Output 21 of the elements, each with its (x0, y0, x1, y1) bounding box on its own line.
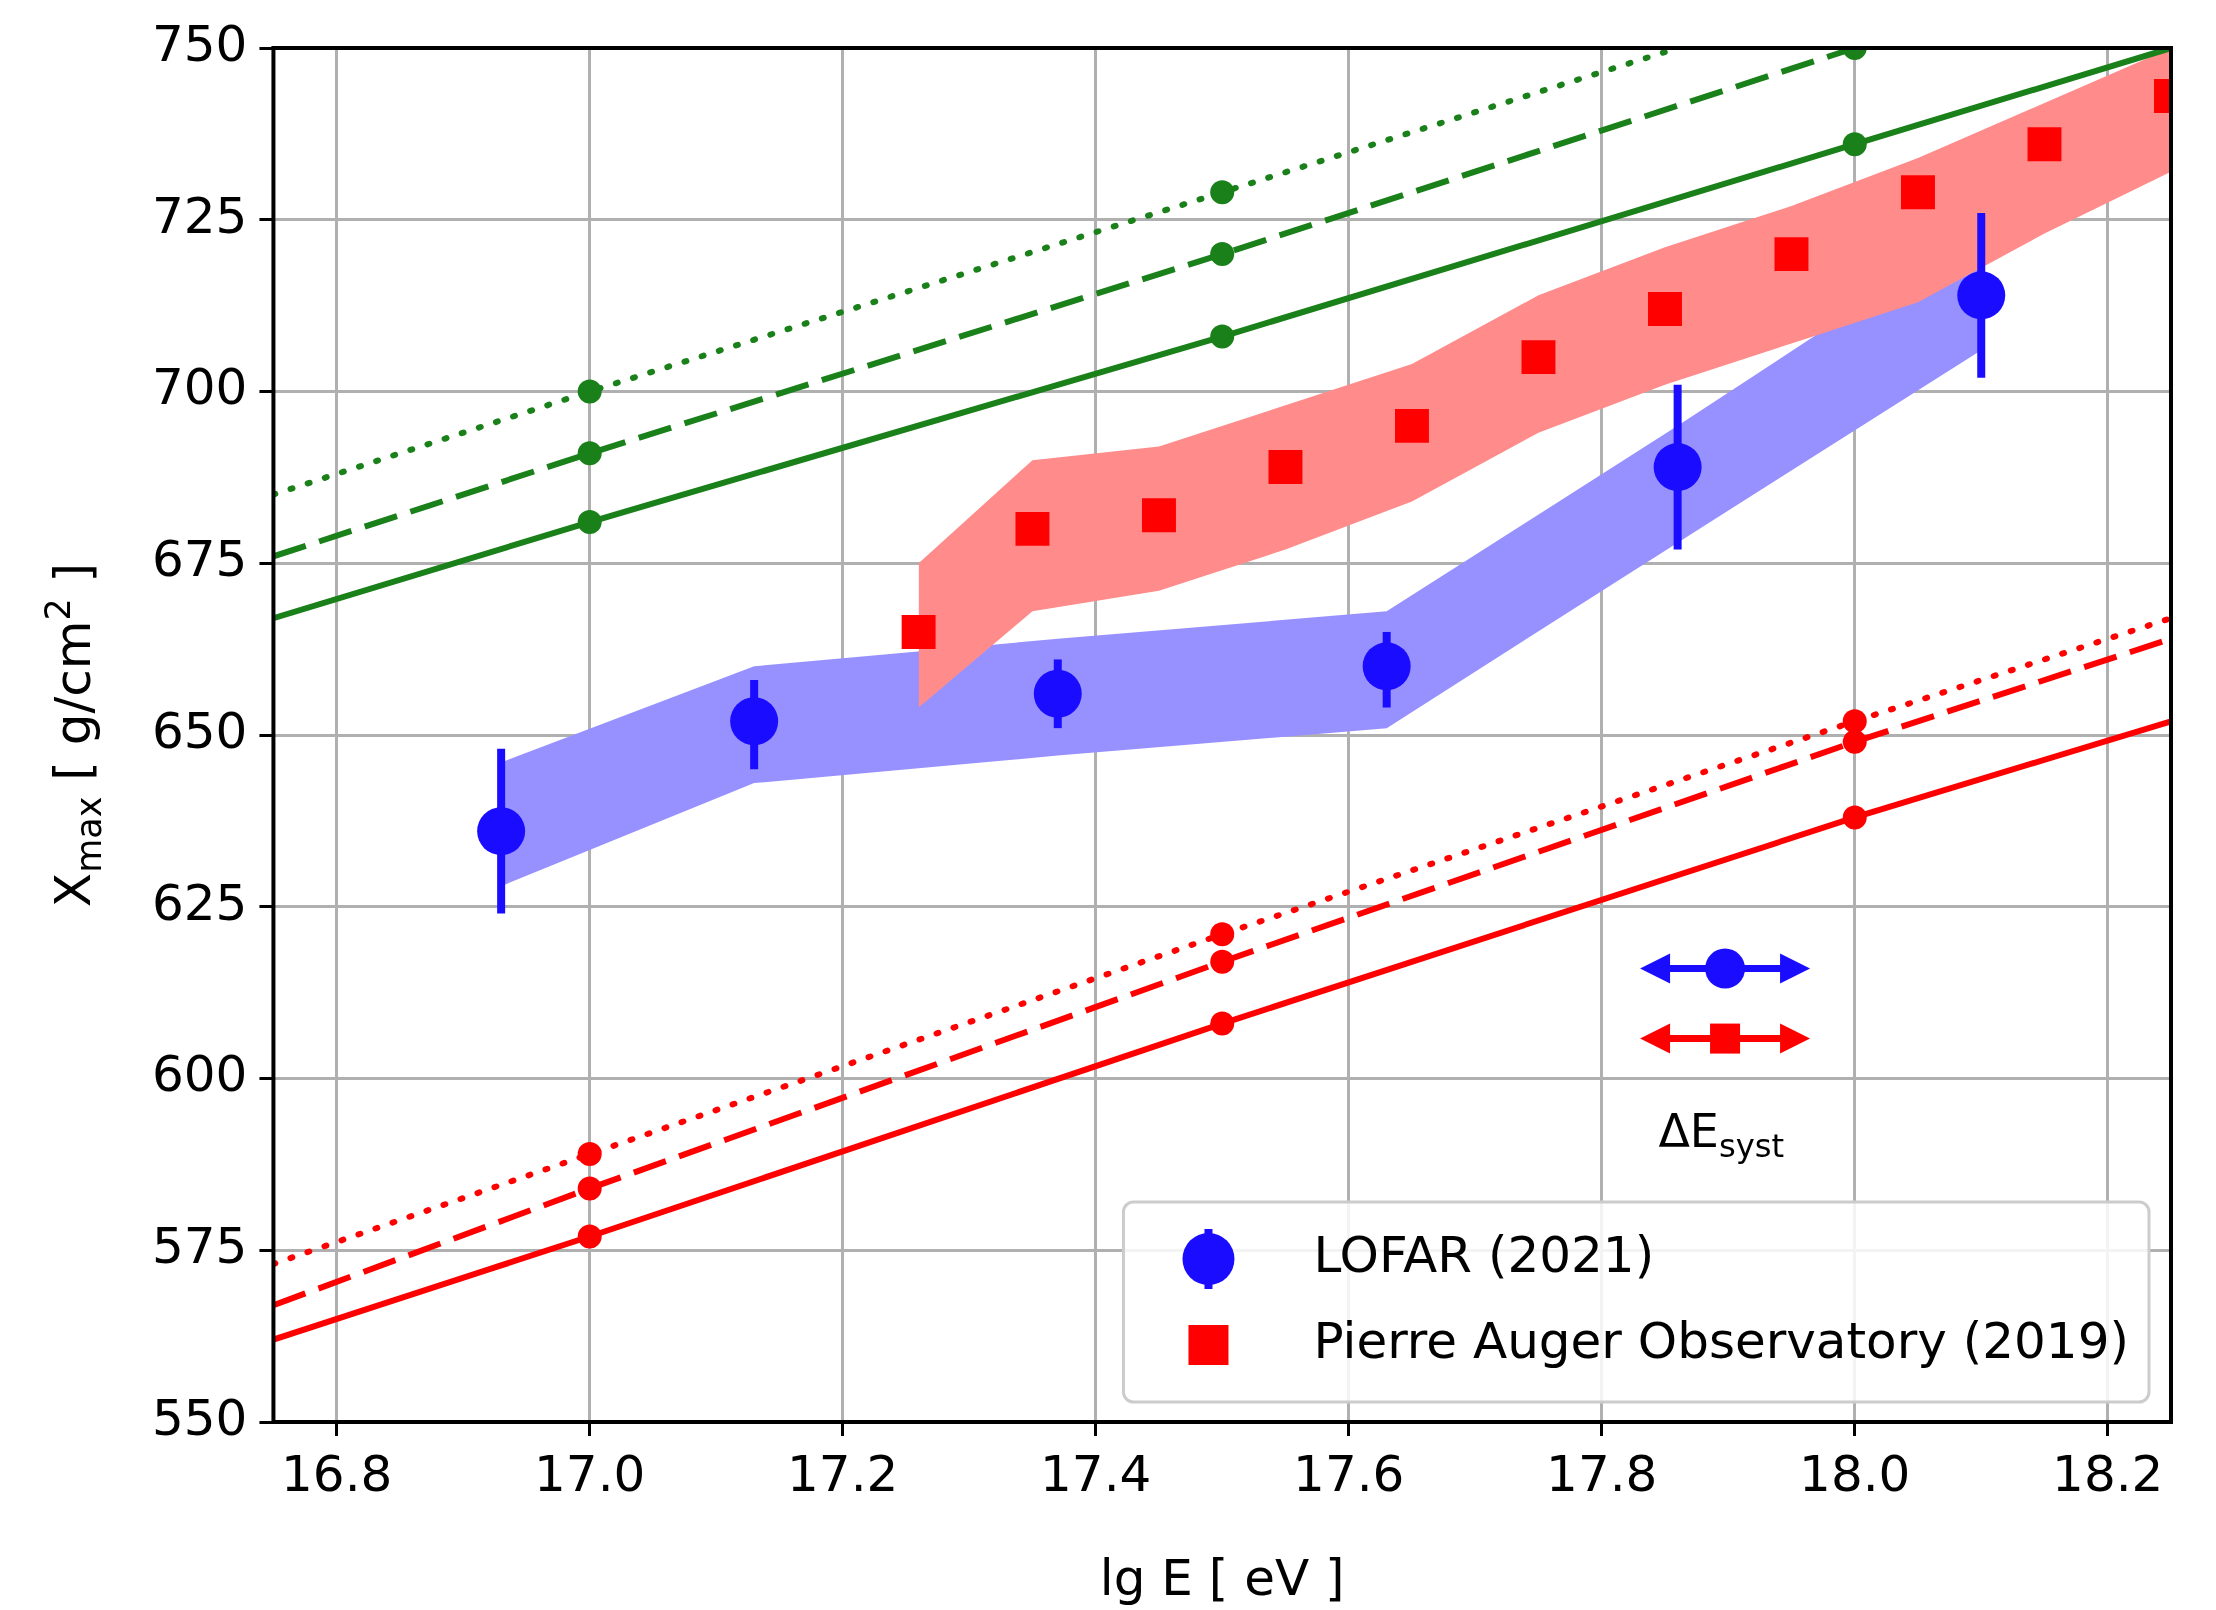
x-tick-label: 18.0 (1799, 1444, 1911, 1503)
x-tick-label: 17.6 (1293, 1444, 1405, 1503)
y-tick-label: 575 (152, 1217, 248, 1276)
y-tick-label: 750 (152, 14, 248, 73)
x-tick-label: 16.8 (281, 1444, 393, 1503)
x-tick-label: 17.8 (1546, 1444, 1658, 1503)
y-tick-label: 550 (152, 1388, 248, 1447)
y-tick-label: 650 (152, 701, 248, 760)
y-tick-label: 625 (152, 873, 248, 932)
y-tick-label: 600 (152, 1045, 248, 1104)
x-axis-title: lg E [ eV ] (1099, 1549, 1345, 1607)
x-tick-label: 17.4 (1040, 1444, 1152, 1503)
x-tick-label: 17.2 (787, 1444, 899, 1503)
y-tick-label: 675 (152, 530, 248, 589)
y-tick-label: 700 (152, 358, 248, 417)
legend-label: LOFAR (2021) (1313, 1225, 1655, 1284)
legend-label: Pierre Auger Observatory (2019) (1313, 1311, 2129, 1370)
x-tick-label: 18.2 (2052, 1444, 2164, 1503)
y-axis-title: Xmax [ g/cm2 ] (38, 562, 109, 908)
x-tick-label: 17.0 (534, 1444, 646, 1503)
y-tick-label: 725 (152, 186, 248, 245)
